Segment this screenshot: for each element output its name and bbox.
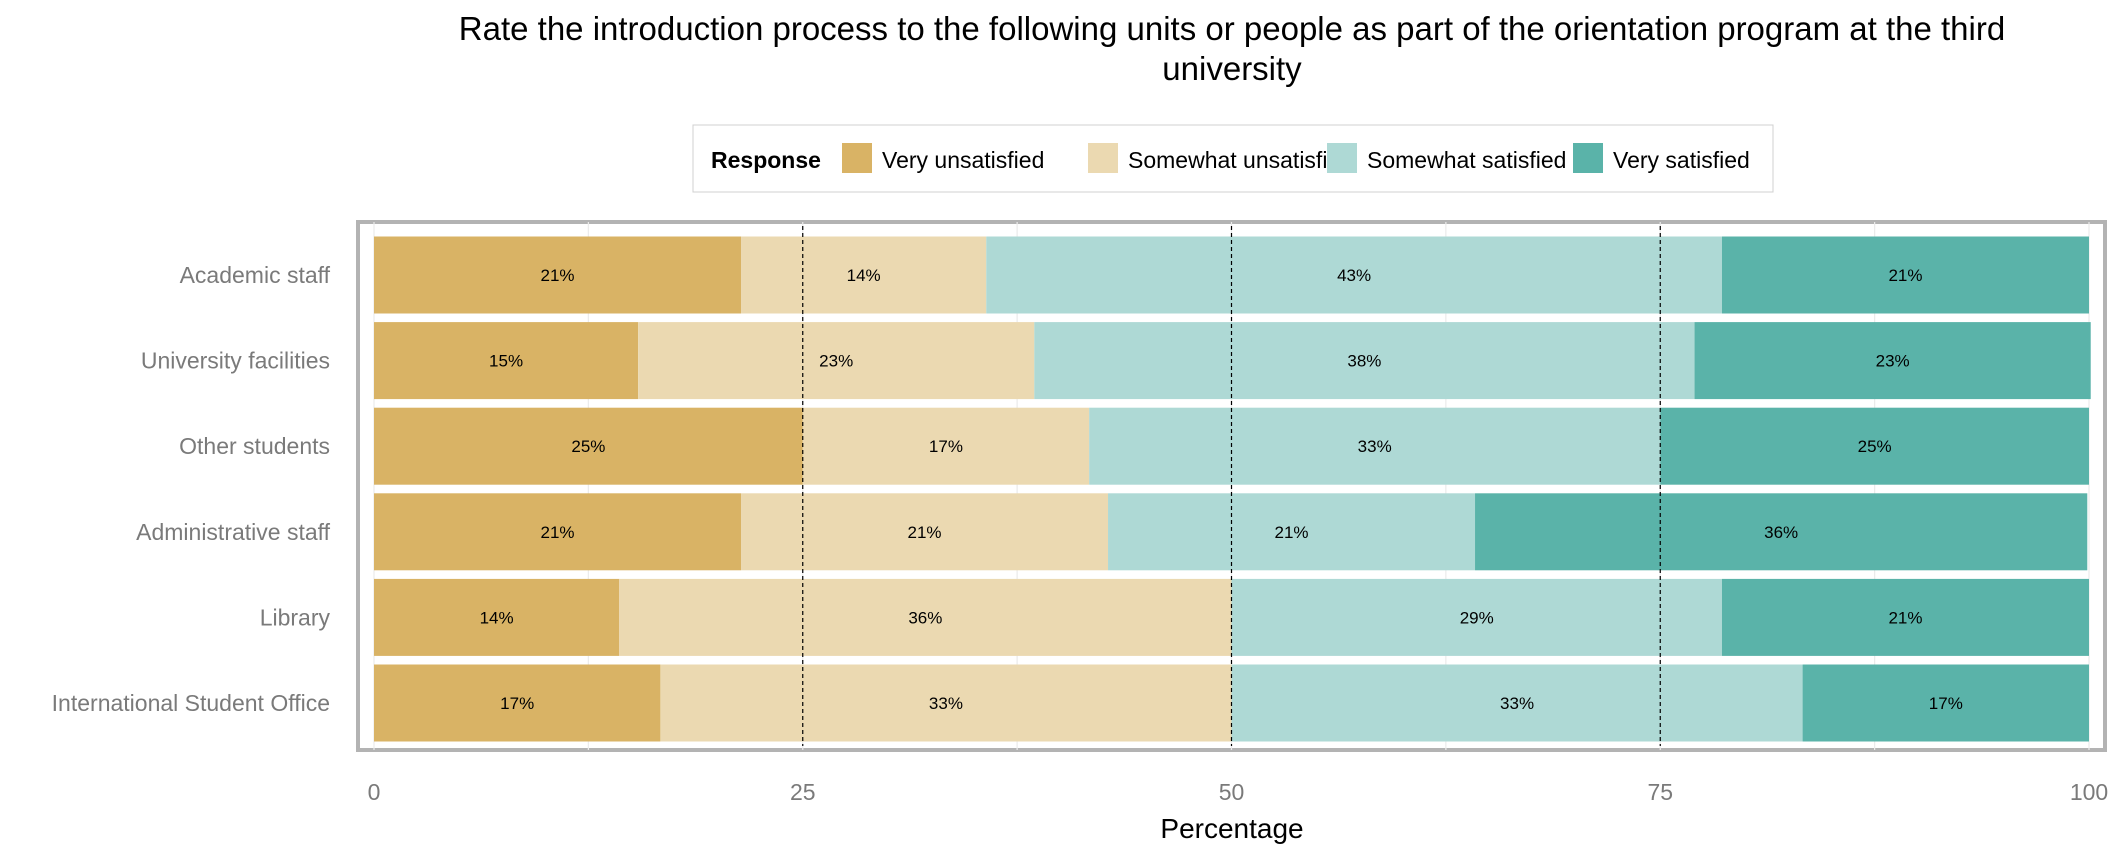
chart-title-line: university	[1162, 50, 1302, 87]
bar-segment	[374, 236, 742, 314]
category-label: Library	[260, 604, 331, 630]
legend-key	[1327, 143, 1357, 173]
bar-segment	[986, 236, 1722, 314]
legend: Response Very unsatisfied Somewhat unsatis…	[692, 124, 1774, 193]
data-label: 36%	[1764, 523, 1798, 542]
bar-segment	[1721, 578, 2089, 656]
data-label: 21%	[1888, 266, 1922, 285]
data-label: 23%	[819, 352, 853, 371]
x-tick-label: 50	[1219, 779, 1245, 805]
bar-segment	[1034, 322, 1695, 400]
bars	[374, 236, 2091, 742]
data-label: 29%	[1460, 608, 1494, 627]
bar-segment	[619, 578, 1232, 656]
bar-segment	[1660, 407, 2089, 485]
legend-label: Very satisfied	[1613, 147, 1750, 173]
legend-title: Response	[711, 147, 821, 173]
category-label: University facilities	[141, 348, 330, 374]
bar-segment	[638, 322, 1035, 400]
bar-segment	[802, 407, 1090, 485]
legend-key	[1573, 143, 1603, 173]
data-label: 17%	[929, 437, 963, 456]
legend-key	[1088, 143, 1118, 173]
data-label: 33%	[929, 694, 963, 713]
reference-lines	[802, 226, 1661, 746]
legend-key	[842, 143, 872, 173]
category-label: Administrative staff	[136, 519, 330, 545]
x-axis-ticks: 0 25 50 75 100	[368, 779, 2109, 805]
chart-title: Rate the introduction process to the fol…	[459, 10, 2005, 87]
legend-label: Somewhat satisfied	[1367, 147, 1566, 173]
data-label: 43%	[1337, 266, 1371, 285]
x-tick-label: 100	[2070, 779, 2108, 805]
data-label: 21%	[1888, 608, 1922, 627]
chart-title-line: Rate the introduction process to the fol…	[459, 10, 2005, 47]
bar-segment	[1089, 407, 1661, 485]
data-label: 17%	[500, 694, 534, 713]
bar-segment	[1694, 322, 2091, 400]
bar-segment	[1231, 578, 1722, 656]
data-label: 25%	[1858, 437, 1892, 456]
data-label: 33%	[1358, 437, 1392, 456]
data-label: 21%	[907, 523, 941, 542]
data-label: 36%	[908, 608, 942, 627]
data-label: 15%	[489, 352, 523, 371]
x-tick-label: 0	[368, 779, 381, 805]
data-label: 17%	[1929, 694, 1963, 713]
category-label: Academic staff	[180, 262, 331, 288]
bar-segment	[374, 664, 661, 742]
category-label: International Student Office	[52, 690, 330, 716]
data-label: 33%	[1500, 694, 1534, 713]
bar-segment	[1475, 493, 2088, 571]
bar-segment	[660, 664, 1232, 742]
data-label: 21%	[540, 266, 574, 285]
data-label: 38%	[1347, 352, 1381, 371]
legend-label: Somewhat unsatisfied	[1128, 147, 1353, 173]
bar-segment	[374, 407, 803, 485]
bar-segment	[374, 578, 620, 656]
data-label: 23%	[1876, 352, 1910, 371]
category-labels: Academic staff University facilities Other…	[52, 262, 331, 716]
bar-segment	[1108, 493, 1476, 571]
legend-label: Very unsatisfied	[882, 147, 1044, 173]
category-label: Other students	[179, 433, 330, 459]
data-labels: 21% 14% 43% 21% 15% 23% 38% 23% 25% 17% 33% 25% 21% 2…	[480, 266, 1963, 713]
bar-segment	[1802, 664, 2089, 742]
data-label: 25%	[571, 437, 605, 456]
bar-segment	[741, 236, 987, 314]
bar-segment	[374, 322, 639, 400]
bar-segment	[374, 493, 742, 571]
x-tick-label: 25	[790, 779, 816, 805]
data-label: 14%	[480, 608, 514, 627]
data-label: 21%	[1275, 523, 1309, 542]
bar-segment	[1721, 236, 2089, 314]
data-label: 21%	[540, 523, 574, 542]
bar-segment	[1231, 664, 1803, 742]
x-tick-label: 75	[1647, 779, 1673, 805]
x-axis-title: Percentage	[1160, 813, 1303, 844]
data-label: 14%	[847, 266, 881, 285]
